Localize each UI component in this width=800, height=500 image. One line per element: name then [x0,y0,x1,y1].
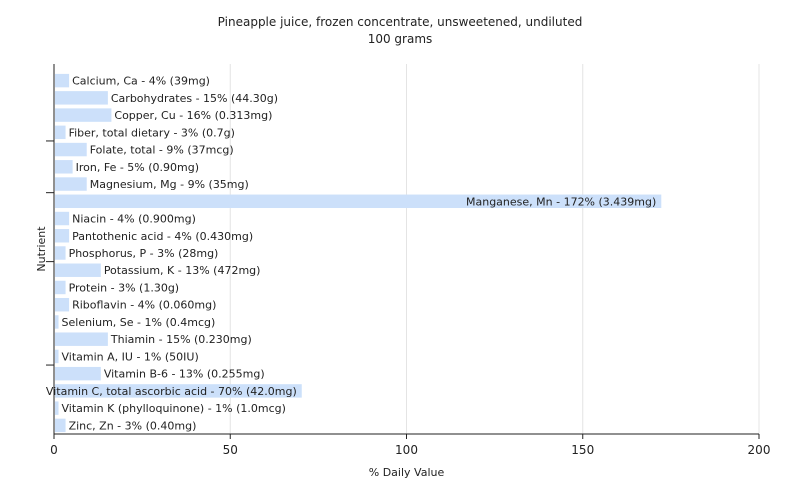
chart-title: Pineapple juice, frozen concentrate, uns… [217,15,583,29]
bar [55,246,66,260]
bar-label: Phosphorus, P - 3% (28mg) [69,247,219,260]
bar [55,349,59,364]
bar [55,177,87,191]
bar-label: Pantothenic acid - 4% (0.430mg) [72,230,253,243]
bar [55,211,70,226]
x-tick-label: 50 [223,443,238,457]
x-tick-label: 100 [395,443,418,457]
x-tick-label: 150 [571,443,594,457]
bar-label: Zinc, Zn - 3% (0.40mg) [69,419,197,432]
bar-label: Niacin - 4% (0.900mg) [72,213,196,226]
chart-title-block: Pineapple juice, frozen concentrate, uns… [0,14,800,48]
bar-label: Thiamin - 15% (0.230mg) [110,333,252,346]
bar-label: Potassium, K - 13% (472mg) [104,264,261,277]
bar-label: Magnesium, Mg - 9% (35mg) [90,178,249,191]
bar [55,108,112,122]
bar [55,194,662,209]
bar [55,91,108,105]
x-tick-label: 200 [748,443,771,457]
bar-label: Copper, Cu - 16% (0.313mg) [114,109,272,122]
bar [55,160,73,174]
bar-label: Folate, total - 9% (37mcg) [90,144,234,157]
chart-subtitle: 100 grams [367,32,433,46]
bar-label: Riboflavin - 4% (0.060mg) [72,299,216,312]
bar-label: Selenium, Se - 1% (0.4mcg) [62,316,216,329]
x-axis-title: % Daily Value [369,466,445,479]
bar-label: Iron, Fe - 5% (0.90mg) [76,161,199,174]
bar [55,315,59,329]
bar [55,384,302,398]
bar [55,366,101,381]
bar [55,142,87,157]
bar-label: Protein - 3% (1.30g) [69,281,180,294]
bar-label: Fiber, total dietary - 3% (0.7g) [69,126,235,139]
x-tick-label: 0 [50,443,58,457]
bar-label: Calcium, Ca - 4% (39mg) [72,75,210,88]
bar [55,263,101,277]
bar [55,332,108,346]
bar-label: Manganese, Mn - 172% (3.439mg) [466,195,656,208]
bar-label: Vitamin A, IU - 1% (50IU) [62,350,199,363]
bar [55,229,70,243]
bar-label: Vitamin C, total ascorbic acid - 70% (42… [46,385,297,398]
bar-label: Carbohydrates - 15% (44.30g) [111,92,278,105]
bar [55,401,59,415]
bar [55,297,70,312]
bar [55,73,70,88]
bar-label: Vitamin K (phylloquinone) - 1% (1.0mcg) [62,402,286,415]
bar [55,280,66,295]
bar-label: Vitamin B-6 - 13% (0.255mg) [104,368,265,381]
bar [55,418,66,433]
y-axis-title: Nutrient [35,226,48,272]
bar [55,125,66,140]
